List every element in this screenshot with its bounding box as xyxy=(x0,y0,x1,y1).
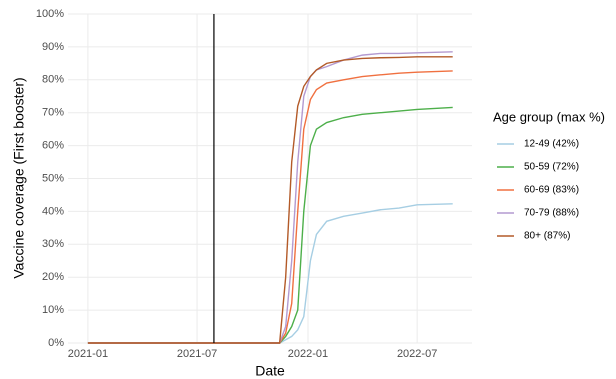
y-tick-label: 90% xyxy=(42,41,64,53)
y-tick-label: 60% xyxy=(42,140,64,152)
legend-label: 50-59 (72%) xyxy=(524,162,579,173)
y-tick-label: 10% xyxy=(42,304,64,316)
y-tick-label: 50% xyxy=(42,172,64,184)
x-tick-label: 2022-07 xyxy=(397,348,437,360)
series-line xyxy=(87,51,453,344)
y-tick-label: 100% xyxy=(36,8,64,20)
x-tick-label: 2021-07 xyxy=(177,348,217,360)
series-line xyxy=(87,56,453,344)
y-tick-label: 70% xyxy=(42,107,64,119)
legend-title: Age group (max %) xyxy=(493,109,605,124)
series-line xyxy=(87,203,453,344)
legend-label: 12-49 (42%) xyxy=(524,139,579,150)
y-tick-label: 20% xyxy=(42,271,64,283)
y-tick-label: 0% xyxy=(48,337,64,349)
y-tick-label: 40% xyxy=(42,205,64,217)
y-axis-title: Vaccine coverage (First booster) xyxy=(11,77,27,278)
legend-label: 70-79 (88%) xyxy=(524,208,579,219)
x-tick-label: 2022-01 xyxy=(288,348,328,360)
y-tick-label: 80% xyxy=(42,74,64,86)
legend-label: 80+ (87%) xyxy=(524,231,570,242)
y-tick-label: 30% xyxy=(42,238,64,250)
series-line xyxy=(87,70,453,344)
series-line xyxy=(87,106,453,344)
x-axis-title: Date xyxy=(255,363,285,379)
legend-label: 60-69 (83%) xyxy=(524,185,579,196)
x-tick-label: 2021-01 xyxy=(68,348,108,360)
